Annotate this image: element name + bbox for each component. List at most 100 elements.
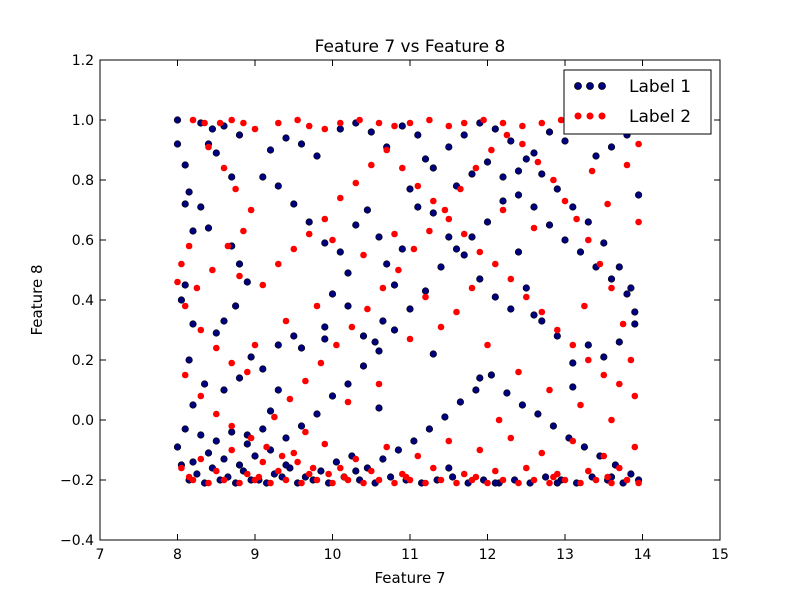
point-label-2-87: [519, 140, 526, 148]
point-label-2-169: [445, 437, 453, 445]
point-label-2-100: [317, 359, 325, 367]
point-label-1-215: [321, 335, 329, 343]
point-label-1-40: [290, 332, 298, 340]
x-tick-label: 8: [173, 547, 182, 563]
point-label-2-65: [445, 215, 453, 223]
point-label-1-187: [449, 473, 457, 481]
point-label-2-116: [623, 161, 631, 169]
point-label-2-117: [604, 200, 611, 208]
point-label-1-69: [414, 131, 422, 139]
point-label-1-162: [441, 413, 449, 421]
point-label-2-92: [441, 206, 449, 214]
point-label-1-137: [282, 434, 290, 442]
point-label-1-63: [313, 152, 321, 160]
point-label-2-16: [445, 122, 453, 130]
point-label-2-8: [305, 122, 313, 130]
point-label-2-120: [499, 206, 507, 214]
point-label-1-33: [228, 428, 236, 436]
point-label-1-29: [189, 401, 197, 409]
point-label-2-63: [414, 182, 422, 190]
legend-marker-label-1-b: [586, 82, 594, 90]
point-label-2-189: [616, 464, 623, 472]
x-tick-label: 12: [479, 547, 497, 563]
point-label-1-3: [185, 188, 193, 196]
point-label-1-212: [530, 311, 538, 319]
point-label-2-185: [492, 467, 499, 475]
point-label-2-152: [515, 479, 522, 487]
y-axis-label: Feature 8: [28, 265, 46, 336]
point-label-2-151: [499, 476, 507, 484]
point-label-2-55: [290, 245, 298, 253]
y-tick-label: 0.4: [72, 293, 94, 309]
point-label-1-214: [375, 404, 383, 412]
point-label-1-68: [398, 122, 406, 130]
point-label-2-125: [344, 398, 352, 406]
point-label-2-112: [577, 401, 584, 409]
point-label-2-41: [228, 359, 235, 367]
point-label-2-196: [340, 473, 348, 481]
point-label-2-1: [201, 119, 208, 127]
point-label-1-61: [282, 134, 290, 142]
point-label-2-72: [554, 326, 561, 334]
point-label-2-157: [592, 476, 600, 484]
point-label-1-166: [503, 389, 511, 397]
point-label-2-71: [538, 308, 546, 316]
point-label-2-46: [228, 422, 235, 430]
point-label-2-124: [375, 380, 383, 388]
point-label-2-14: [406, 119, 414, 127]
point-label-1-103: [483, 158, 492, 166]
legend-label-1: Label 1: [629, 77, 691, 97]
point-label-1-18: [232, 302, 240, 310]
point-label-1-143: [189, 458, 197, 466]
point-label-1-181: [541, 473, 550, 481]
point-label-1-125: [468, 233, 476, 241]
point-label-2-192: [402, 473, 410, 481]
point-label-2-19: [499, 119, 507, 127]
point-label-1-83: [584, 341, 592, 349]
point-label-2-22: [557, 116, 565, 124]
point-label-1-79: [522, 284, 530, 292]
point-label-1-120: [545, 128, 554, 136]
point-label-2-146: [422, 479, 429, 487]
point-label-1-218: [429, 350, 437, 358]
point-label-1-62: [297, 140, 306, 148]
point-label-1-54: [336, 248, 344, 256]
point-label-2-31: [240, 227, 247, 235]
point-label-1-102: [468, 170, 476, 178]
point-label-1-124: [483, 218, 492, 226]
point-label-2-139: [313, 476, 321, 484]
point-label-2-127: [282, 317, 290, 325]
point-label-2-59: [352, 179, 360, 187]
point-label-1-55: [321, 239, 329, 247]
point-label-1-53: [352, 221, 360, 229]
y-tick-label: 0.0: [72, 413, 94, 429]
y-tick-label: 0.6: [72, 233, 94, 249]
point-label-2-21: [538, 119, 546, 127]
point-label-2-160: [635, 479, 642, 487]
point-label-1-91: [569, 203, 577, 211]
point-label-2-75: [600, 371, 608, 379]
point-label-1-163: [456, 398, 465, 406]
point-label-2-20: [519, 122, 526, 130]
point-label-1-123: [499, 197, 507, 205]
point-label-1-60: [266, 146, 275, 154]
point-label-2-29: [232, 185, 239, 193]
point-label-2-105: [360, 251, 367, 259]
point-label-1-161: [425, 425, 434, 433]
point-label-1-98: [460, 131, 468, 139]
point-label-1-136: [297, 422, 306, 430]
point-label-2-177: [244, 470, 251, 478]
point-label-1-109: [576, 248, 585, 256]
point-label-2-122: [437, 323, 445, 331]
point-label-2-121: [468, 284, 476, 292]
point-label-1-126: [452, 245, 461, 253]
point-label-1-217: [514, 248, 523, 256]
point-label-2-54: [275, 260, 282, 268]
legend-box: [563, 69, 712, 135]
point-label-1-171: [580, 443, 589, 451]
point-label-2-69: [507, 275, 515, 283]
point-label-2-51: [309, 464, 317, 472]
point-label-1-89: [600, 239, 608, 247]
point-label-2-104: [329, 236, 336, 244]
point-label-1-169: [549, 422, 558, 430]
